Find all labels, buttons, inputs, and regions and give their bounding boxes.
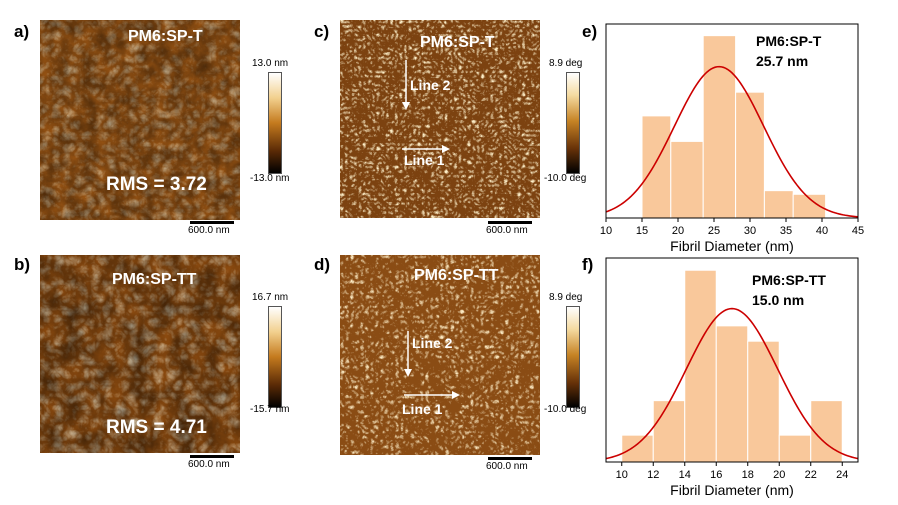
gaussian-fit-curve: [605, 65, 859, 218]
afm-sample-title: PM6:SP-TT: [414, 267, 499, 284]
scale-bar-label: 600.0 nm: [188, 225, 230, 236]
x-axis-label: Fibril Diameter (nm): [670, 238, 794, 254]
afm-height-image-b: PM6:SP-TT RMS = 4.71: [40, 255, 240, 453]
rms-label: RMS = 3.72: [106, 174, 207, 195]
line-2-label: Line 2: [410, 77, 451, 93]
phase-colorbar: [566, 306, 580, 408]
histogram-chart-f: 10 12 14 16 18 20 22 24 Fibril Diameter (nm) PM6:…: [605, 257, 859, 498]
histogram-bar: [778, 434, 812, 463]
x-tick-label: 12: [647, 469, 659, 481]
colorbar-min-label: -15.7 nm: [250, 404, 290, 415]
histogram-bar: [735, 91, 765, 219]
phase-colorbar: [566, 72, 580, 174]
histogram-bar: [747, 340, 780, 463]
x-tick-label: 40: [816, 225, 828, 237]
afm-sample-title: PM6:SP-T: [420, 34, 495, 51]
colorbar-min-label: -10.0 deg: [544, 404, 587, 415]
afm-sample-title: PM6:SP-T: [128, 28, 203, 45]
histogram-title: PM6:SP-TT: [752, 272, 826, 288]
scale-bar-label: 600.0 nm: [486, 225, 528, 236]
scale-bar-label: 600.0 nm: [486, 461, 528, 472]
histogram-chart-e: 10 15 20 25 30 35 40 45 Fibril Diameter (nm) PM6:…: [600, 23, 864, 254]
x-tick-label: 10: [616, 469, 628, 481]
colorbar-max-label: 8.9 deg: [549, 292, 583, 303]
afm-phase-image-d: PM6:SP-TT Line 2 Line 1: [340, 255, 540, 455]
x-tick-label: 20: [773, 469, 785, 481]
colorbar-max-label: 8.9 deg: [549, 58, 583, 69]
histogram-bar: [670, 140, 704, 219]
scale-bar: [190, 455, 234, 458]
x-tick-label: 18: [742, 469, 754, 481]
x-tick-label: 35: [780, 225, 792, 237]
panel-label-c: c): [314, 22, 330, 41]
panel-label-a: a): [14, 22, 30, 41]
afm-height-image-a: PM6:SP-T RMS = 3.72: [40, 20, 240, 220]
panel-label-e: e): [582, 22, 598, 41]
gaussian-fit-curve: [605, 307, 859, 460]
x-tick-label: 10: [600, 225, 612, 237]
histogram-bar: [641, 115, 672, 219]
panel-label-f: f): [582, 255, 594, 274]
x-tick-label: 25: [708, 225, 720, 237]
height-colorbar: [268, 72, 282, 174]
histogram-bar: [715, 325, 749, 463]
histogram-bar: [684, 269, 717, 463]
colorbar-max-label: 13.0 nm: [252, 58, 289, 69]
scale-bar: [488, 457, 532, 460]
x-tick-label: 24: [836, 469, 848, 481]
line-1-label: Line 1: [404, 152, 445, 168]
mean-diameter-label: 15.0 nm: [752, 292, 804, 308]
histogram-bar: [810, 400, 843, 463]
scale-bar-label: 600.0 nm: [188, 459, 230, 470]
line-arrows: [402, 60, 450, 153]
histogram-bar: [621, 434, 654, 463]
line-arrows: [404, 331, 460, 399]
scale-bar: [190, 221, 234, 224]
panel-label-d: d): [314, 255, 331, 274]
line-1-label: Line 1: [402, 401, 443, 417]
line-2-label: Line 2: [412, 335, 453, 351]
afm-phase-image-c: PM6:SP-T Line 2 Line 1: [340, 20, 540, 218]
x-tick-label: 45: [852, 225, 864, 237]
height-colorbar: [268, 306, 282, 408]
histogram-bar: [652, 400, 686, 463]
histogram-bar: [702, 35, 737, 219]
x-tick-label: 16: [710, 469, 722, 481]
x-tick-label: 22: [805, 469, 817, 481]
mean-diameter-label: 25.7 nm: [756, 53, 808, 69]
afm-sample-title: PM6:SP-TT: [112, 271, 197, 288]
x-tick-label: 20: [672, 225, 684, 237]
x-tick-label: 15: [636, 225, 648, 237]
colorbar-min-label: -13.0 nm: [250, 173, 290, 184]
histogram-title: PM6:SP-T: [756, 33, 822, 49]
colorbar-max-label: 16.7 nm: [252, 292, 289, 303]
plot-frame: [605, 23, 859, 219]
x-tick-label: 14: [679, 469, 691, 481]
x-tick-label: 30: [744, 225, 756, 237]
colorbar-min-label: -10.0 deg: [544, 173, 587, 184]
panel-label-b: b): [14, 255, 31, 274]
scale-bar: [488, 221, 532, 224]
histogram-bar: [763, 190, 794, 219]
plot-frame: [605, 257, 859, 463]
x-axis-label: Fibril Diameter (nm): [670, 482, 794, 498]
rms-label: RMS = 4.71: [106, 417, 207, 438]
